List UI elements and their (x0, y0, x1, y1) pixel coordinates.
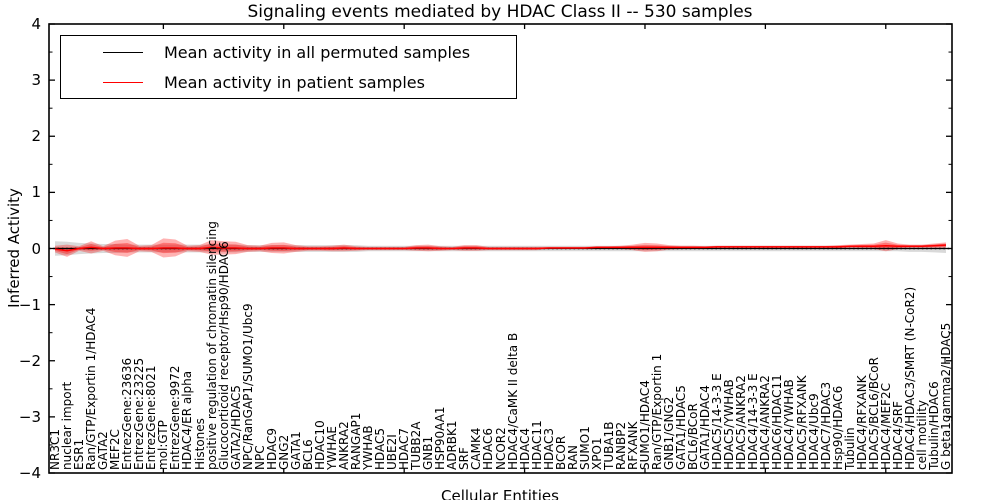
legend-label-permuted: Mean activity in all permuted samples (164, 42, 471, 62)
x-tick-label: SUMO1 (577, 426, 592, 470)
patient-line-sample (103, 81, 143, 83)
x-tick-label: HDAC4/RFXANK (854, 375, 869, 470)
x-tick-label: HDAC4/MEF2C (878, 383, 893, 470)
x-tick-label: NCOR2 (493, 427, 508, 470)
legend: Mean activity in all permuted samples Me… (60, 35, 517, 99)
x-tick-label: HDAC9 (264, 427, 279, 470)
x-tick-label: HDAC11 (529, 420, 544, 470)
y-tick-label: 4 (31, 15, 41, 33)
y-tick-label: −1 (18, 295, 41, 314)
x-tick-label: HDAC5/BCL6/BCoR (866, 357, 881, 470)
x-tick-label: XPO1 (589, 437, 604, 470)
x-tick-label: HDAC4/ER alpha (180, 370, 195, 470)
x-tick-label: GNG2 (276, 434, 291, 470)
x-tick-label: NPC (252, 445, 267, 470)
y-tick-label: 2 (31, 127, 41, 146)
x-tick-label: NPC/RanGAP1/SUMO1/Ubc9 (240, 303, 255, 470)
x-tick-label: Tubulin (842, 427, 857, 470)
patient-mean-line (54, 244, 947, 252)
x-tick-label: HDAC7/HDAC3 (818, 381, 833, 470)
x-tick-label: HDAC4/SRF (890, 401, 905, 470)
y-tick-label: 1 (31, 183, 41, 202)
legend-item-permuted: Mean activity in all permuted samples (61, 40, 516, 64)
x-tick-label: HDAC6 (481, 427, 496, 470)
x-tick-label: G beta1gamma2/HDAC5 (938, 322, 953, 470)
x-tick-label: GATA1 (288, 431, 303, 470)
x-tick-label: HDAC4 (517, 427, 532, 470)
legend-label-patient: Mean activity in patient samples (164, 72, 425, 92)
y-tick-label: 0 (31, 239, 41, 258)
x-tick-label: HDAC4/Ubc9 (806, 393, 821, 470)
x-tick-label: RAN (565, 444, 580, 470)
x-tick-label: HDAC4/YWHAB (782, 379, 797, 470)
legend-item-patient: Mean activity in patient samples (61, 70, 516, 94)
y-tick-label: −3 (18, 407, 41, 426)
y-tick-label: 3 (31, 71, 41, 90)
x-tick-label: Hsp90/HDAC6 (830, 385, 845, 470)
x-tick-label: GATA2/HDAC5 (228, 385, 243, 470)
chart-title: Signaling events mediated by HDAC Class … (247, 2, 753, 22)
x-tick-label: positive regulation of chromatin silenci… (204, 221, 219, 470)
x-tick-label: Glucocorticoid receptor/Hsp90/HDAC6 (216, 241, 231, 470)
x-tick-label: Histones (192, 418, 207, 470)
x-axis-title: Cellular Entities (441, 487, 559, 500)
x-tick-label: HDAC4/CaMK II delta B (505, 332, 520, 470)
x-tick-label: HDAC3 (541, 427, 556, 470)
x-tick-label: BCOR (553, 435, 568, 470)
x-tick-label: HDAC5/RFXANK (794, 375, 809, 470)
y-tick-label: −2 (18, 351, 41, 370)
y-tick-label: −4 (18, 464, 41, 482)
permuted-line-sample (103, 51, 143, 53)
